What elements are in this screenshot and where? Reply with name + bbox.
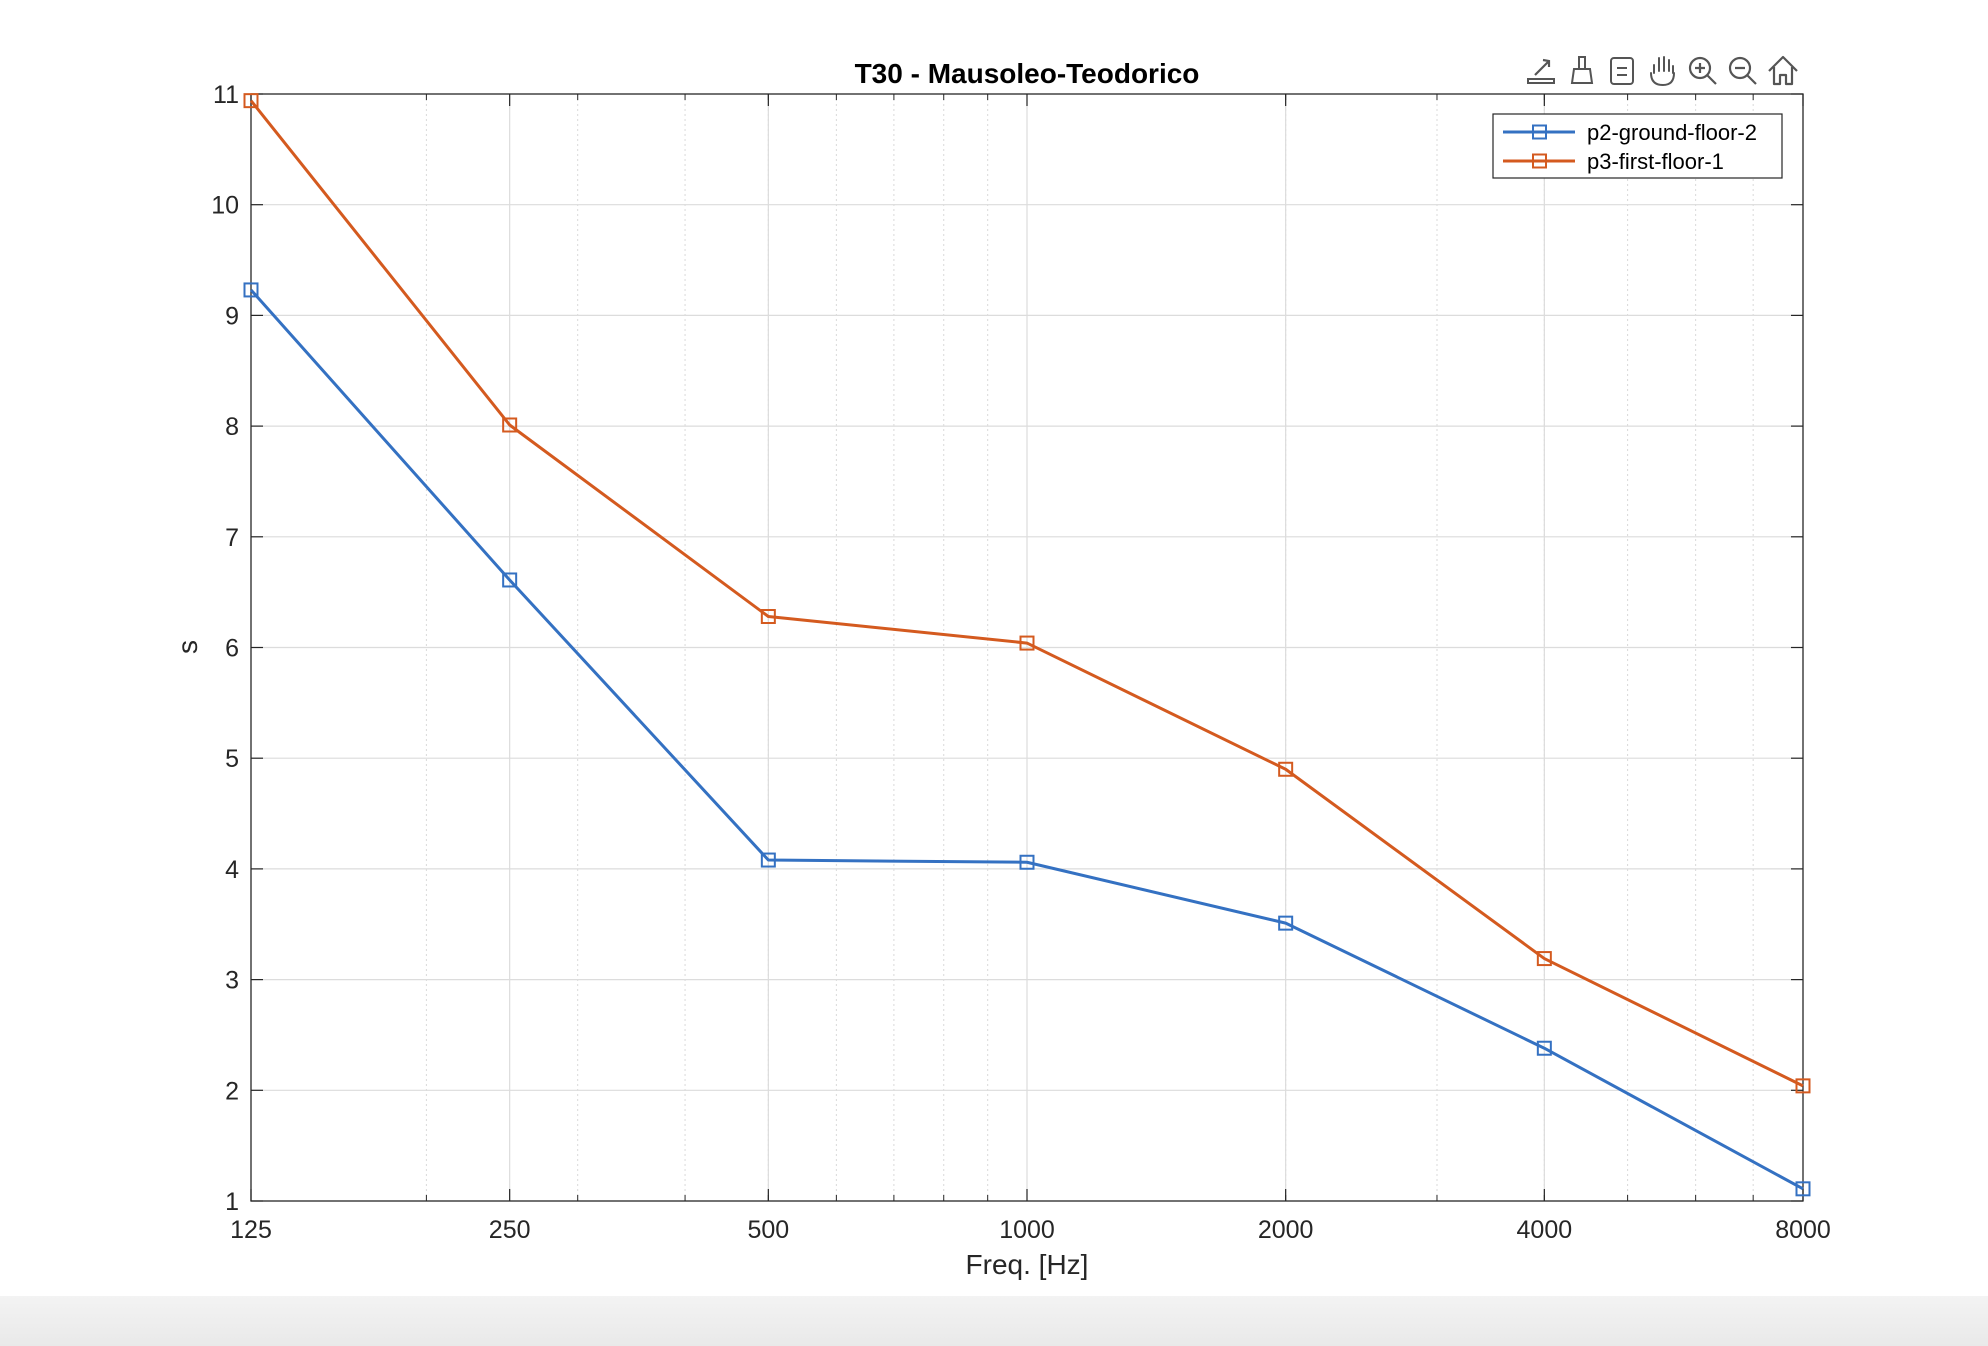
series-line — [249, 99, 1804, 1088]
y-tick-label: 6 — [225, 635, 239, 663]
data-point-marker — [1019, 635, 1035, 651]
datatip-icon[interactable] — [1610, 57, 1634, 85]
legend[interactable]: p2-ground-floor-2 p3-first-floor-1 — [1492, 113, 1783, 179]
y-tick-label: 10 — [211, 192, 239, 220]
series-line — [249, 288, 1804, 1191]
brush-icon-bristles — [1570, 68, 1594, 84]
x-axis-label: Freq. [Hz] — [966, 1249, 1089, 1280]
x-tick-label: 125 — [230, 1216, 272, 1244]
export-icon-base — [1527, 78, 1555, 84]
y-tick-label: 11 — [213, 81, 239, 109]
x-tick-label: 8000 — [1775, 1216, 1831, 1244]
brush-icon-handle — [1578, 56, 1586, 70]
pan-icon[interactable] — [1650, 56, 1675, 87]
export-icon[interactable] — [1527, 58, 1555, 84]
zoom-out-icon-minus — [1735, 66, 1757, 85]
x-tick-label: 4000 — [1517, 1216, 1573, 1244]
x-tick-label: 250 — [489, 1216, 531, 1244]
axes-toolbar[interactable] — [1527, 55, 1798, 87]
axis-ticks — [250, 93, 1804, 1202]
y-tick-label: 5 — [225, 745, 239, 773]
zoom-in-icon-lens — [1688, 56, 1712, 80]
legend-entry-label: p3-first-floor-1 — [1587, 149, 1724, 174]
legend-entry-label: p2-ground-floor-2 — [1587, 120, 1757, 145]
x-tick-label: 1000 — [999, 1216, 1055, 1244]
home-icon-house — [1768, 55, 1798, 86]
pan-icon-hand — [1650, 56, 1675, 87]
data-point-marker — [1795, 1078, 1811, 1094]
data-point-marker — [502, 572, 518, 588]
data-point-marker — [760, 609, 776, 625]
zoom-out-icon[interactable] — [1728, 56, 1757, 85]
window-bottom-bar — [0, 1296, 1988, 1346]
home-icon[interactable] — [1768, 55, 1798, 86]
data-point-marker — [1278, 761, 1294, 777]
data-point-marker — [760, 852, 776, 868]
data-point-marker — [243, 282, 259, 298]
series-group — [243, 282, 1811, 1197]
data-point-marker — [1019, 854, 1035, 870]
chart-title: T30 - Mausoleo-Teodorico — [855, 58, 1200, 89]
data-point-marker — [1278, 915, 1294, 931]
data-point-marker — [1795, 1181, 1811, 1197]
x-tick-label: 2000 — [1258, 1216, 1314, 1244]
legend-swatch-marker — [1532, 124, 1547, 140]
tick-labels: 125 250 500 1000 2000 4000 8000 1 2 3 4 5 6 7 8 9 10 11 — [211, 81, 1831, 1244]
zoom-out-icon-lens — [1728, 56, 1752, 80]
export-icon-arrow — [1534, 58, 1551, 76]
data-point-marker — [1536, 951, 1552, 967]
series-group — [243, 93, 1811, 1094]
y-tick-label: 7 — [225, 524, 239, 552]
y-tick-label: 9 — [225, 302, 239, 330]
series-lines — [243, 93, 1811, 1197]
brush-icon[interactable] — [1570, 56, 1594, 84]
y-tick-label: 3 — [225, 967, 239, 995]
y-tick-label: 1 — [225, 1188, 239, 1216]
zoom-in-icon-plus — [1695, 63, 1717, 85]
zoom-in-icon[interactable] — [1688, 56, 1717, 85]
grid — [251, 94, 1803, 1201]
y-axis-label: s — [172, 640, 203, 654]
y-tick-label: 8 — [225, 413, 239, 441]
data-point-marker — [243, 93, 259, 109]
data-point-marker — [502, 417, 518, 433]
datatip-icon-frame — [1610, 57, 1634, 85]
y-tick-label: 4 — [225, 856, 239, 884]
data-point-marker — [1536, 1040, 1552, 1056]
legend-swatch-marker — [1532, 153, 1547, 169]
x-tick-label: 500 — [747, 1216, 789, 1244]
y-tick-label: 2 — [225, 1077, 239, 1105]
datatip-icon-lines — [1617, 67, 1627, 76]
